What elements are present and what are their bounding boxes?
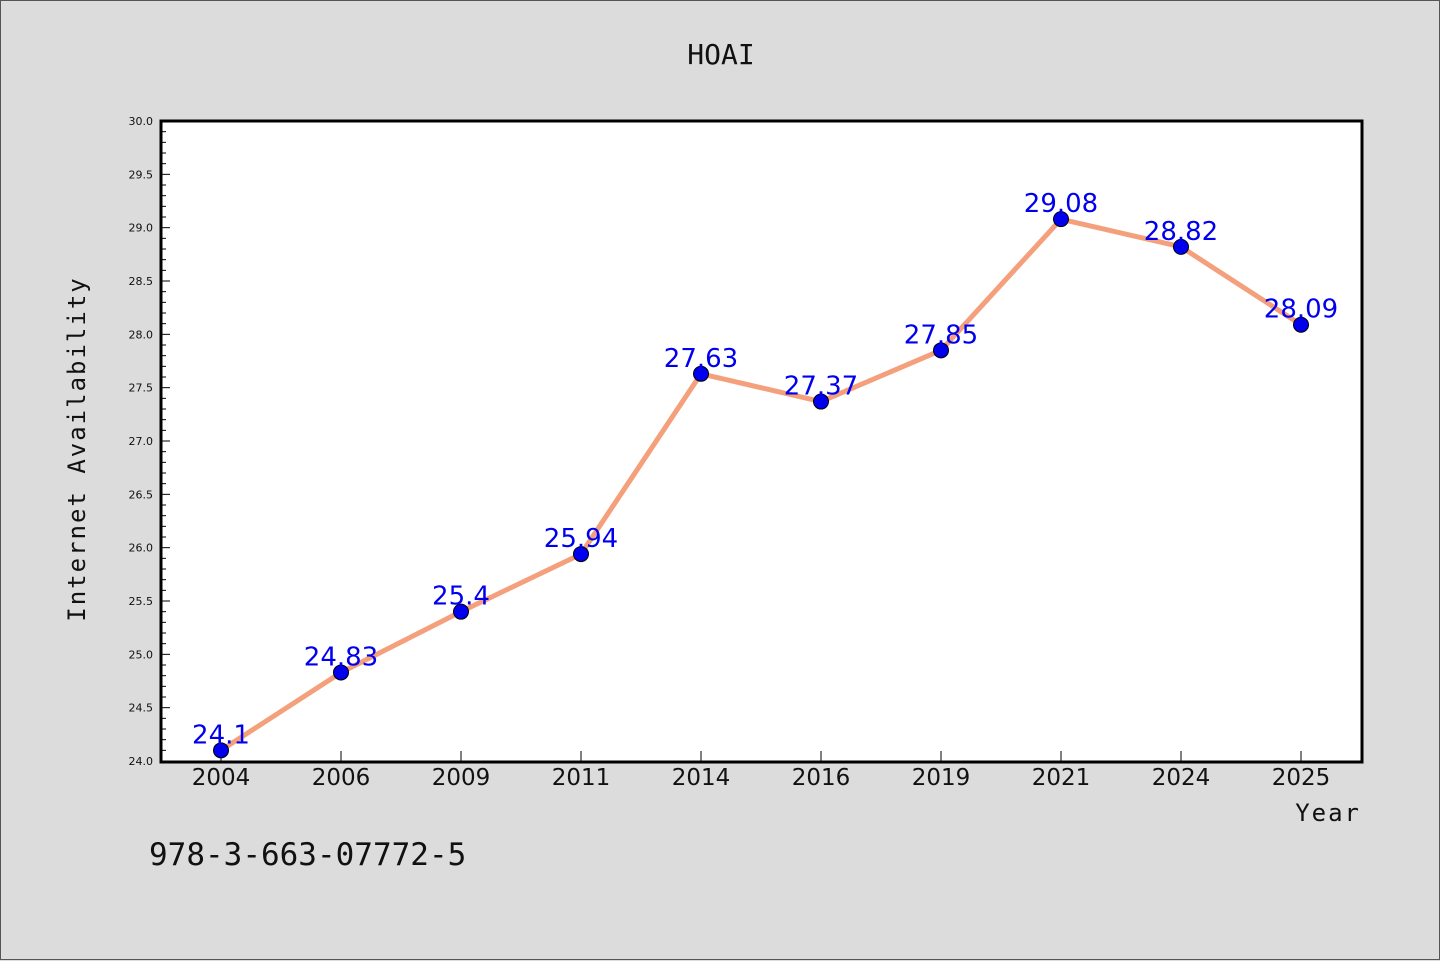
x-tick-label: 2006 <box>312 765 371 791</box>
y-tick-label: 25.0 <box>129 648 154 661</box>
x-axis-title: Year <box>1295 799 1361 827</box>
y-tick-label: 25.5 <box>129 595 154 608</box>
data-label: 25.94 <box>544 524 618 554</box>
x-tick-label: 2021 <box>1032 765 1091 791</box>
x-tick-label: 2025 <box>1272 765 1331 791</box>
data-label: 24.1 <box>192 720 250 750</box>
y-tick-label: 27.0 <box>129 435 154 448</box>
x-tick-label: 2014 <box>672 765 731 791</box>
y-axis: 24.0 24.5 25.0 25.5 26.0 26.5 27.0 27.5 28.0 28.5… <box>129 115 170 768</box>
series-layer <box>213 211 1309 759</box>
data-point-marker <box>213 742 229 759</box>
data-point-marker <box>453 603 469 620</box>
y-tick-label: 29.5 <box>129 168 154 181</box>
x-tick-label: 2011 <box>552 765 611 791</box>
data-label: 28.82 <box>1144 217 1218 247</box>
y-tick-label: 24.0 <box>129 755 154 768</box>
data-point-marker <box>333 664 349 681</box>
series-line <box>218 216 1304 753</box>
data-point-marker <box>1173 238 1189 255</box>
y-tick-label: 28.5 <box>129 275 154 288</box>
data-label: 25.4 <box>432 582 490 612</box>
x-tick-label: 2009 <box>432 765 491 791</box>
data-label: 27.37 <box>784 372 858 402</box>
x-tick-label: 2019 <box>912 765 971 791</box>
data-point-marker <box>693 365 709 382</box>
data-point-marker <box>813 393 829 410</box>
data-point-marker <box>933 342 949 359</box>
data-label: 29.08 <box>1024 189 1098 219</box>
y-tick-label: 26.0 <box>129 542 154 555</box>
y-tick-label: 27.5 <box>129 382 154 395</box>
data-label: 27.63 <box>664 344 738 374</box>
plot-area <box>159 119 1364 764</box>
chart-title: HOAI <box>687 38 754 71</box>
y-tick-label: 24.5 <box>129 702 154 715</box>
data-label: 24.83 <box>304 642 378 672</box>
isbn-text: 978-3-663-07772-5 <box>149 837 466 873</box>
y-tick-label: 30.0 <box>129 115 154 128</box>
x-tick-label: 2016 <box>792 765 851 791</box>
x-tick-label: 2024 <box>1152 765 1211 791</box>
x-tick-label: 2004 <box>192 765 251 791</box>
y-tick-label: 26.5 <box>129 488 154 501</box>
data-label: 27.85 <box>904 320 978 350</box>
data-point-marker <box>1293 316 1309 333</box>
y-tick-label: 28.0 <box>129 328 154 341</box>
data-label: 28.09 <box>1264 295 1338 325</box>
y-axis-title: Internet Availability <box>63 276 91 621</box>
data-point-marker <box>1053 211 1069 228</box>
x-axis: 2004 2006 2009 2011 2014 2016 2019 2021 2024 2025 <box>192 751 1331 791</box>
data-labels: 24.1 24.83 25.4 25.94 27.63 27.37 27.85 29.08 28… <box>192 189 1338 750</box>
data-point-marker <box>573 546 589 563</box>
y-tick-label: 29.0 <box>129 222 154 235</box>
